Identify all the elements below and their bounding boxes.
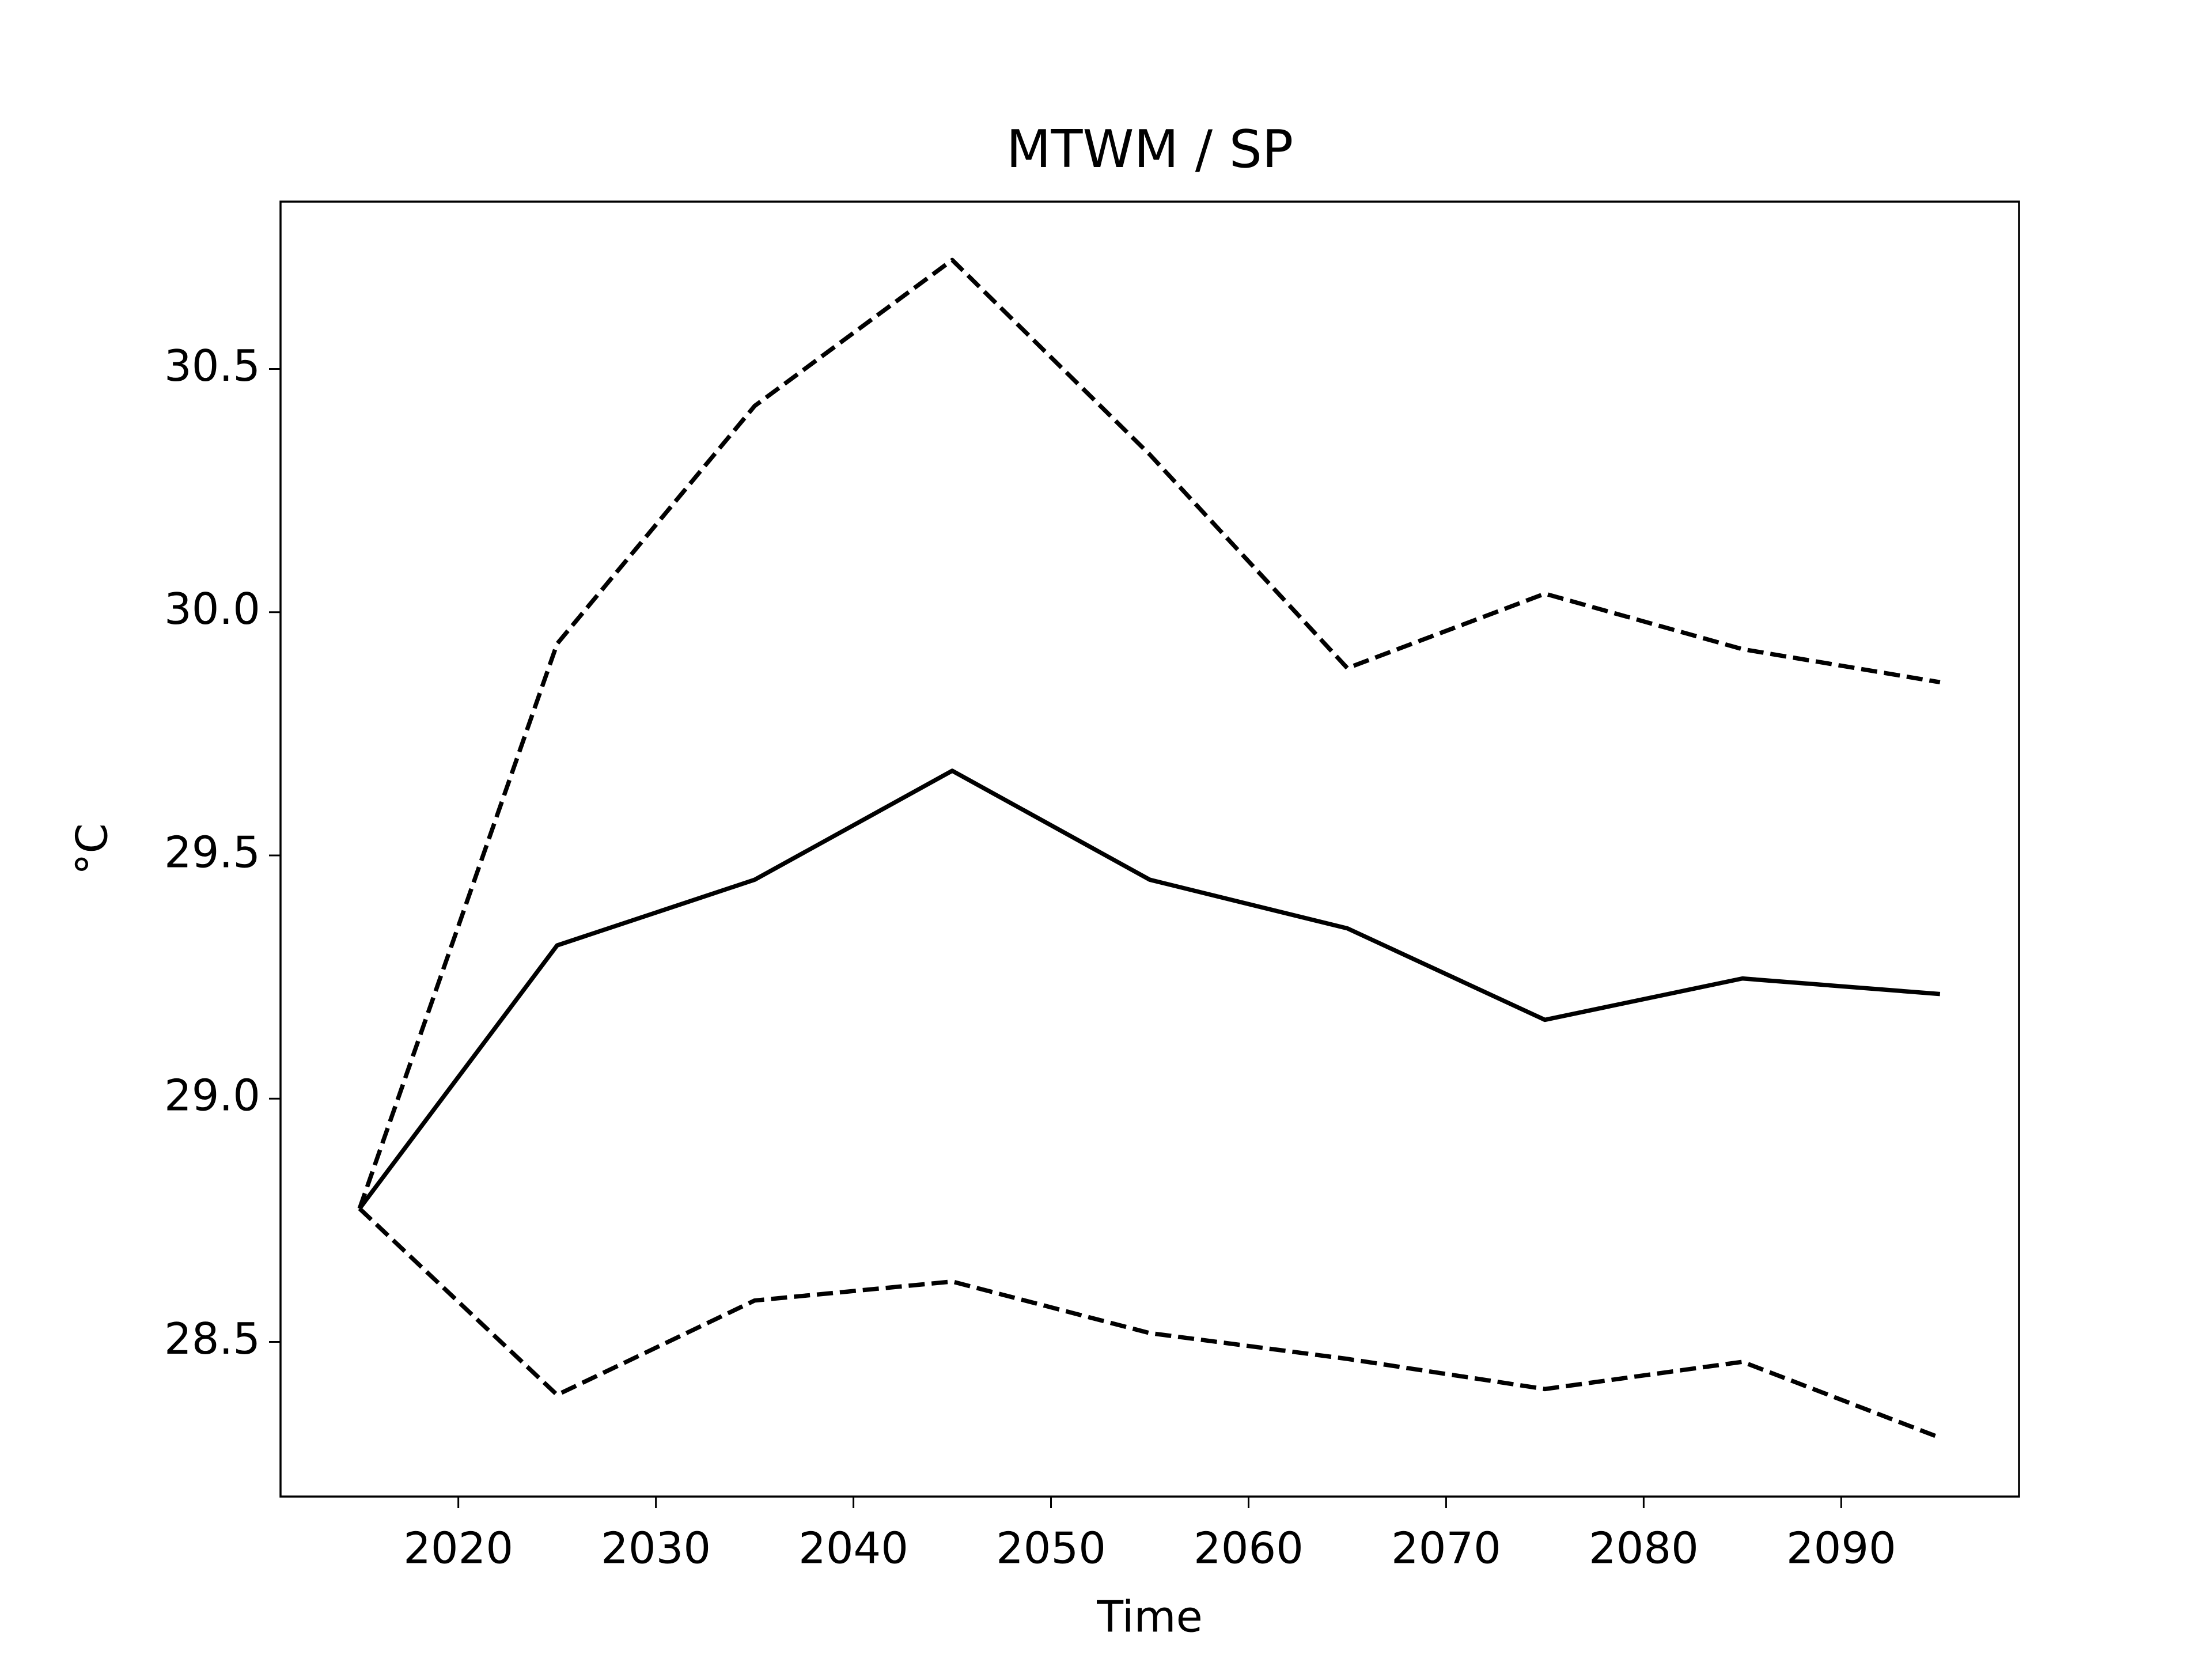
dashed-line — [357, 257, 1941, 1210]
y-tick-label: 29.0 — [164, 1070, 260, 1121]
x-tick-label: 2040 — [798, 1523, 908, 1574]
x-axis-label: Time — [1096, 1592, 1203, 1642]
y-tick-label: 30.0 — [164, 584, 260, 634]
line — [358, 768, 1941, 1210]
x-tick-label: 2080 — [1589, 1523, 1699, 1574]
x-tick-label: 2050 — [996, 1523, 1106, 1574]
y-axis-label: °C — [67, 823, 118, 875]
x-tick-label: 2070 — [1391, 1523, 1501, 1574]
x-tick-label: 2020 — [403, 1523, 513, 1574]
y-tick-label: 29.5 — [164, 827, 260, 877]
y-tick-label: 28.5 — [164, 1313, 260, 1364]
x-tick-label: 2060 — [1194, 1523, 1304, 1574]
x-tick-label: 2090 — [1786, 1523, 1896, 1574]
plot-frame — [279, 200, 2020, 1498]
chart-title: MTWM / SP — [1006, 119, 1293, 180]
x-tick-label: 2030 — [601, 1523, 711, 1574]
y-tick-label: 30.5 — [164, 340, 260, 391]
